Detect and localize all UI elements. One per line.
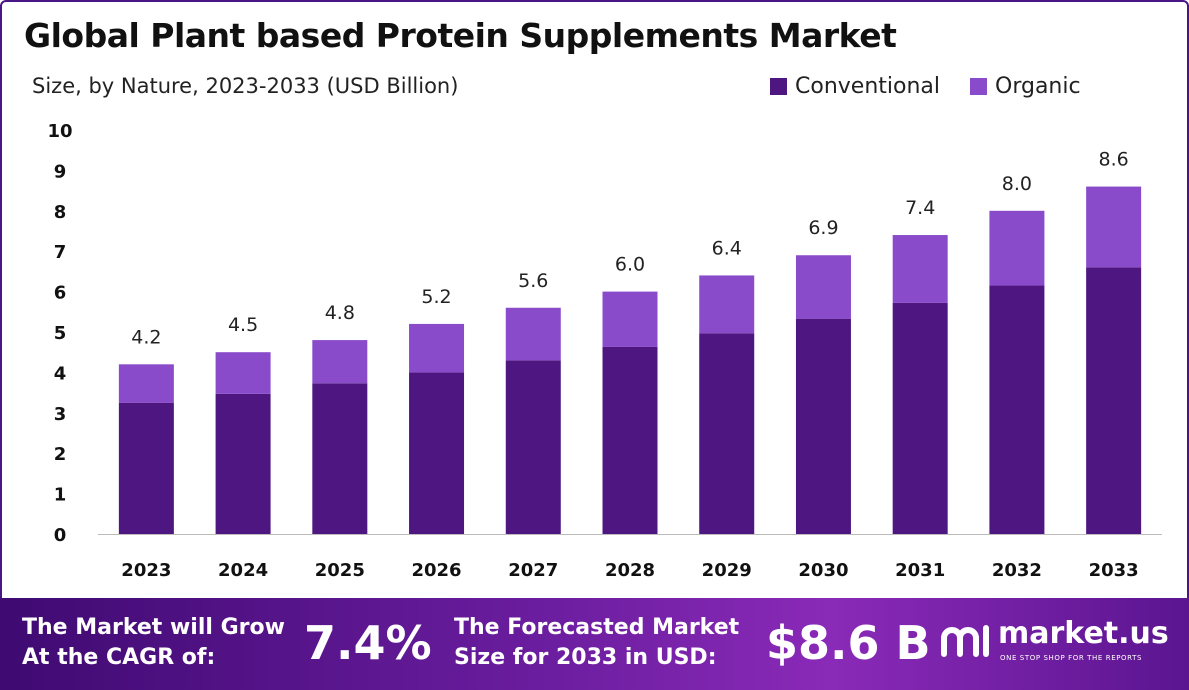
bar-conventional-2031 <box>892 302 948 534</box>
bar-organic-2024 <box>215 352 271 394</box>
x-tick-label-2032: 2032 <box>992 560 1042 581</box>
x-tick-label-2026: 2026 <box>411 560 461 581</box>
logo-name: market.us <box>998 616 1169 651</box>
bar-conventional-2033 <box>1086 267 1142 534</box>
data-label-total-2023: 4.2 <box>131 326 161 348</box>
data-label-total-2025: 4.8 <box>325 302 355 324</box>
data-label-total-2027: 5.6 <box>518 270 548 292</box>
y-tick-label: 8 <box>54 202 67 223</box>
legend-label-conventional: Conventional <box>795 74 940 99</box>
bar-organic-2030 <box>795 255 851 319</box>
legend-item-organic: Organic <box>970 74 1081 99</box>
data-label-total-2030: 6.9 <box>808 217 838 239</box>
data-label-total-2026: 5.2 <box>421 286 451 308</box>
legend: Conventional Organic <box>770 74 1111 99</box>
bar-organic-2025 <box>312 340 368 384</box>
x-tick-label-2031: 2031 <box>895 560 945 581</box>
data-label-total-2024: 4.5 <box>228 314 258 336</box>
legend-swatch-organic <box>970 78 987 95</box>
bar-organic-2032 <box>989 210 1045 286</box>
forecast-value: $8.6 B <box>766 616 931 670</box>
bar-conventional-2027 <box>505 360 561 534</box>
y-tick-label: 1 <box>54 485 67 506</box>
cagr-value: 7.4% <box>304 616 432 670</box>
logo-tagline: ONE STOP SHOP FOR THE REPORTS <box>1000 654 1143 662</box>
bar-organic-2023 <box>118 364 174 403</box>
y-tick-label: 5 <box>54 323 67 344</box>
bar-organic-2027 <box>505 307 561 361</box>
bar-organic-2028 <box>602 291 658 347</box>
y-tick-label: 2 <box>54 444 67 465</box>
x-tick-label-2030: 2030 <box>798 560 848 581</box>
x-tick-label-2028: 2028 <box>605 560 655 581</box>
forecast-label: The Forecasted Market Size for 2033 in U… <box>454 613 739 673</box>
bar-chart: 0 1 2 3 4 5 6 7 8 9 10 4.2 2023 4.5 2024 4.8 2025 5.2 2026… <box>47 121 1162 581</box>
y-tick-label: 9 <box>54 161 67 182</box>
data-label-total-2029: 6.4 <box>712 237 742 259</box>
bar-conventional-2032 <box>989 285 1045 534</box>
y-tick-label: 7 <box>54 242 67 263</box>
x-tick-label-2023: 2023 <box>121 560 171 581</box>
cagr-label: The Market will Grow At the CAGR of: <box>22 613 285 673</box>
bar-conventional-2029 <box>699 333 755 534</box>
data-label-total-2028: 6.0 <box>615 254 645 276</box>
data-label-total-2033: 8.6 <box>1099 149 1129 171</box>
cagr-label-line2: At the CAGR of: <box>22 645 216 670</box>
y-tick-label: 3 <box>54 404 67 425</box>
data-label-total-2031: 7.4 <box>905 197 935 219</box>
bar-conventional-2026 <box>409 372 465 534</box>
bar-organic-2026 <box>409 323 465 373</box>
forecast-label-line2: Size for 2033 in USD: <box>454 645 717 670</box>
x-tick-label-2027: 2027 <box>508 560 558 581</box>
y-tick-label: 10 <box>47 121 72 142</box>
bar-conventional-2025 <box>312 383 368 534</box>
x-tick-label-2024: 2024 <box>218 560 268 581</box>
x-tick-label-2025: 2025 <box>315 560 365 581</box>
y-tick-label: 4 <box>54 363 67 384</box>
x-tick-label-2029: 2029 <box>702 560 752 581</box>
bar-organic-2031 <box>892 235 948 303</box>
bar-organic-2029 <box>699 275 755 334</box>
bar-conventional-2030 <box>795 318 851 534</box>
bar-conventional-2023 <box>118 402 174 534</box>
forecast-label-line1: The Forecasted Market <box>454 615 740 640</box>
legend-item-conventional: Conventional <box>770 74 940 99</box>
chart-title: Global Plant based Protein Supplements M… <box>24 16 897 55</box>
market-us-logo-icon <box>941 625 989 657</box>
data-label-total-2032: 8.0 <box>1002 173 1032 195</box>
chart-subtitle: Size, by Nature, 2023-2033 (USD Billion) <box>32 74 459 98</box>
x-tick-label-2033: 2033 <box>1089 560 1139 581</box>
y-tick-label: 6 <box>54 283 67 304</box>
legend-swatch-conventional <box>770 78 787 95</box>
footer-banner: The Market will Grow At the CAGR of: 7.4… <box>0 598 1189 690</box>
cagr-label-line1: The Market will Grow <box>22 615 285 640</box>
bar-conventional-2024 <box>215 393 271 534</box>
legend-label-organic: Organic <box>995 74 1081 99</box>
bar-conventional-2028 <box>602 346 658 534</box>
bar-organic-2033 <box>1086 186 1142 268</box>
y-tick-label: 0 <box>54 525 67 546</box>
